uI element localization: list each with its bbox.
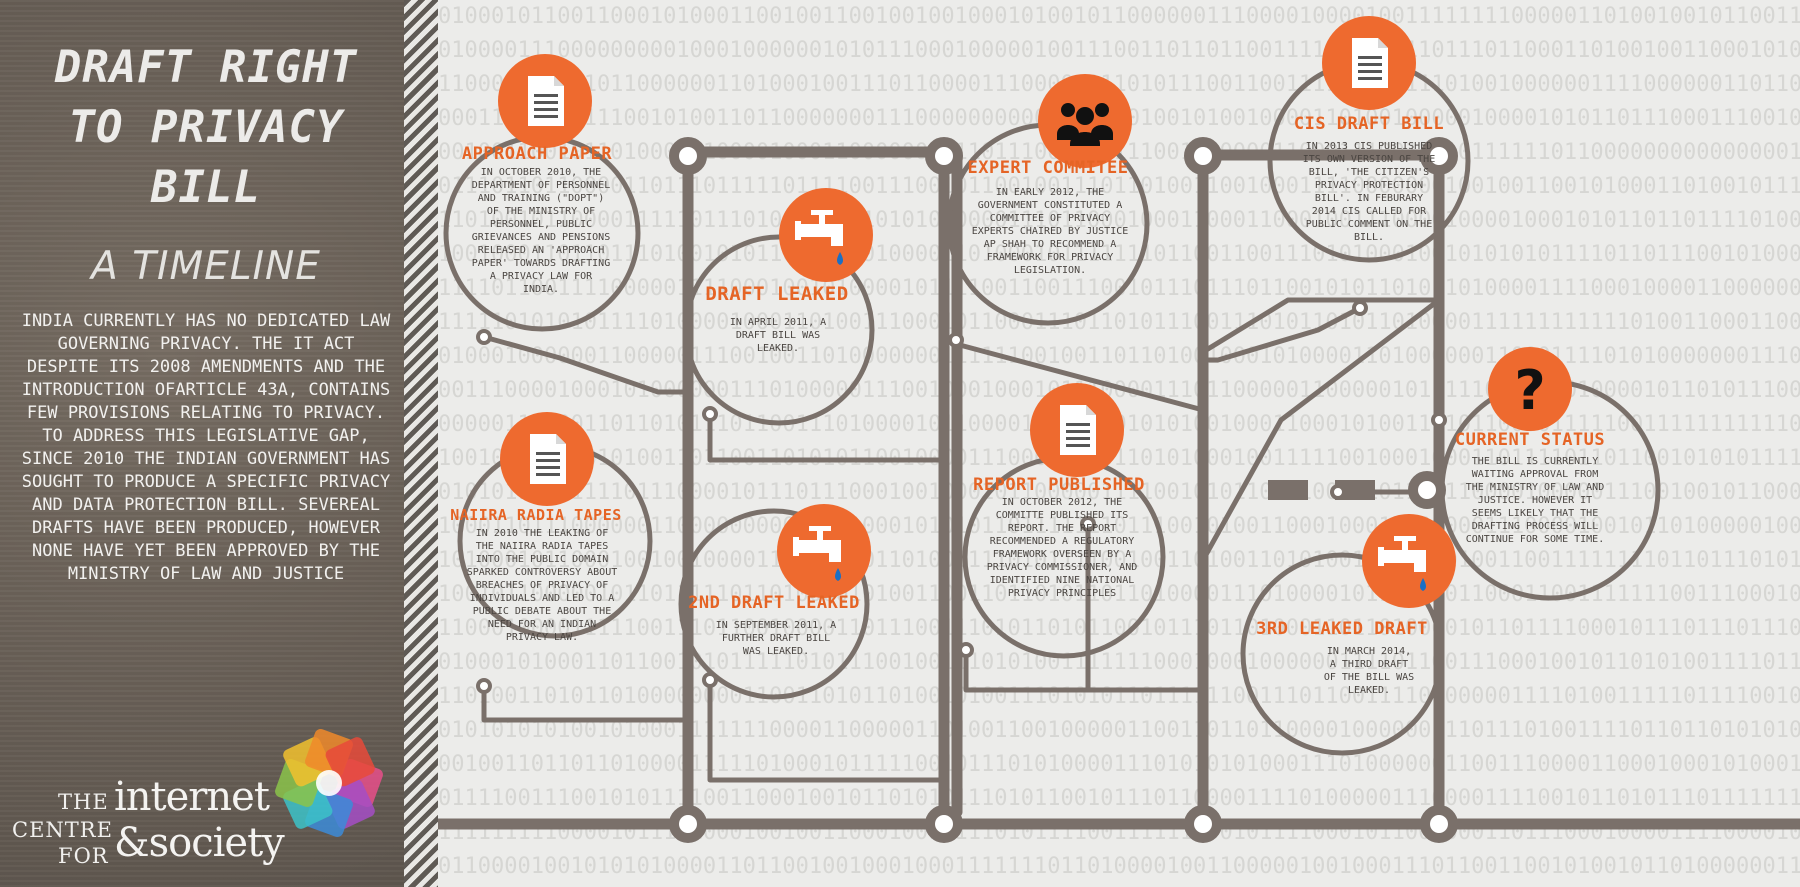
binary-row: 1101001011000011111011101010110110101000… (438, 208, 1800, 233)
logo-internet: internet (114, 774, 270, 820)
logo-centre: CENTRE (12, 818, 113, 842)
leaking-tap-icon (1362, 514, 1456, 608)
node-title: APPROACH PAPER (461, 144, 613, 164)
logo-for: FOR (58, 844, 109, 868)
intro-text: INDIA CURRENTLY HAS NO DEDICATED LAW GOV… (21, 311, 391, 584)
leaking-tap-icon (779, 188, 873, 282)
binary-row: 0100010100011011001010111110101110010011… (438, 650, 1800, 675)
svg-text:?: ? (1514, 359, 1545, 422)
binary-row: 0010011011011010000111110100010111110010… (438, 752, 1800, 777)
logo-mark-icon (275, 729, 383, 837)
left-panel: DRAFT RIGHT TO PRIVACY BILL A TIMELINE I… (0, 0, 404, 887)
title-line: DRAFT RIGHT (54, 42, 358, 93)
document-icon (1322, 16, 1416, 110)
node-title: REPORT PUBLISHED (973, 475, 1145, 495)
document-icon (498, 54, 592, 148)
cis-logo: THE CENTRE FOR internet &society (8, 720, 400, 870)
title-line: BILL (151, 162, 261, 213)
node-title: DRAFT LEAKED (705, 283, 849, 305)
node-description: THE BILL IS CURRENTLY WAITING APPROVAL F… (1465, 456, 1605, 545)
node-description: IN OCTOBER 2010, THE DEPARTMENT OF PERSO… (471, 167, 611, 295)
binary-row: 1111011001111000001111000100101000010111… (438, 276, 1800, 301)
binary-row: 0111011011000011011101111101111001110010… (438, 174, 1800, 199)
node-title: CIS DRAFT BILL (1293, 114, 1445, 134)
node-description: IN 2013 CIS PUBLISHED ITS OWN VERSION OF… (1302, 141, 1436, 243)
circuit-lines (438, 59, 1800, 843)
binary-row: 1010001011000100100100001100011001101000… (438, 548, 1800, 573)
logo-center (316, 770, 342, 796)
hatched-divider (404, 0, 438, 887)
node-description: IN EARLY 2012, THE GOVERNMENT CONSTITUTE… (971, 187, 1129, 276)
binary-row: 0100001110000000001000100000010101110001… (438, 38, 1800, 63)
node-title: EXPERT COMMITEE (967, 158, 1129, 178)
question-mark-icon: ? (1488, 347, 1572, 431)
node-description: IN APRIL 2011, A DRAFT BILL WAS LEAKED. (729, 317, 827, 354)
document-icon (500, 412, 594, 506)
node-title: 3RD LEAKED DRAFT (1256, 619, 1428, 639)
logo-society: &society (114, 820, 285, 866)
binary-row: 1111101010101111010000100011010011100010… (438, 310, 1800, 335)
node-description: IN SEPTEMBER 2011, A FURTHER DRAFT BILL … (715, 620, 837, 657)
binary-row: 0100010000001100000111001001101000000011… (438, 344, 1800, 369)
binary-row: 0111100111001010111100110001001011010101… (438, 786, 1800, 811)
binary-row: 0110000100101010100001101100100100010001… (438, 854, 1800, 879)
binary-row: 1001000110110111010010101100011101000011… (438, 242, 1800, 267)
title-line: TO PRIVACY (68, 102, 344, 153)
node-title: CURRENT STATUS (1454, 430, 1606, 450)
logo-the: THE (58, 790, 109, 814)
timeline-area: 0100010110011000101000110010011001001001… (438, 0, 1800, 887)
node-title: 2ND DRAFT LEAKED (688, 593, 860, 613)
document-icon (1030, 383, 1124, 477)
binary-row: 1000110111000000110000000001001100010101… (438, 514, 1800, 539)
node-title: NAIIRA RADIA TAPES (450, 506, 622, 524)
binary-row: 0100010110011000101000110010011001001001… (438, 4, 1800, 29)
binary-row: 0101011011111101110000101110111000100100… (438, 480, 1800, 505)
group-icon (1038, 74, 1132, 168)
page-title: DRAFT RIGHT TO PRIVACY BILL (16, 38, 396, 218)
subtitle: A TIMELINE (91, 244, 321, 289)
node-description: IN 2010 THE LEAKING OF THE NAIIRA RADIA … (466, 528, 618, 643)
node-description: IN OCTOBER 2012, THE COMMITTE PUBLISHED … (986, 497, 1138, 599)
leaking-tap-icon (777, 504, 871, 598)
node-description: IN MARCH 2014, A THIRD DRAFT OF THE BILL… (1323, 646, 1415, 696)
